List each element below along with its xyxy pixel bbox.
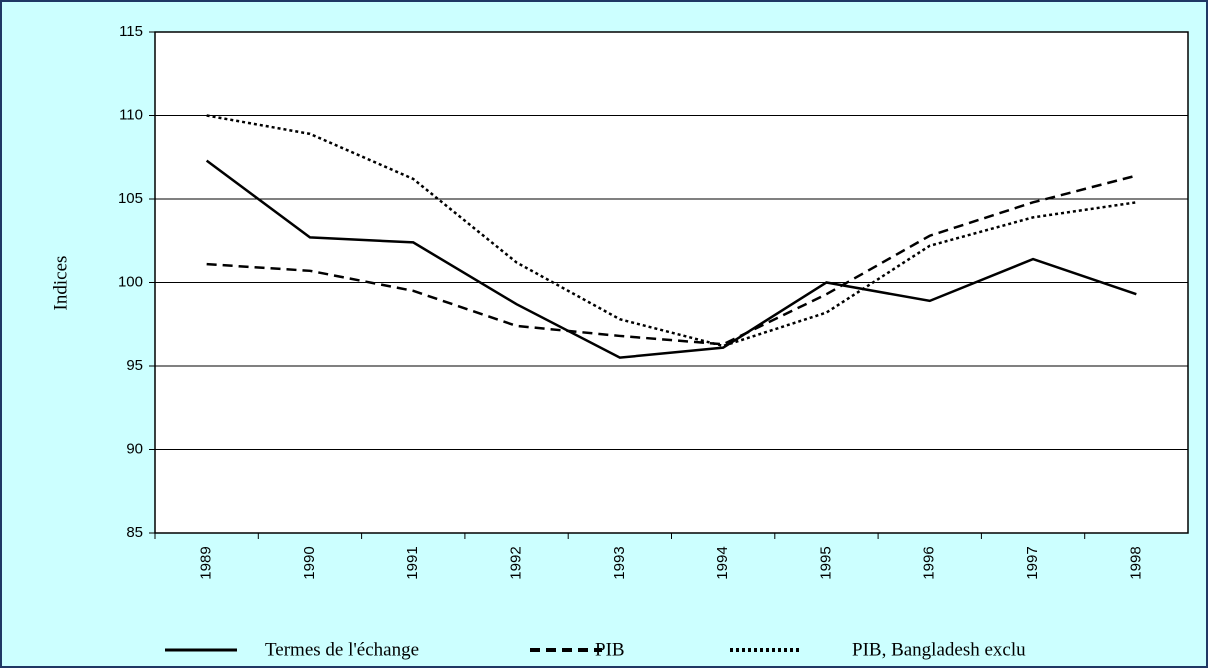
legend-label: PIB xyxy=(595,639,625,660)
x-tick-label: 1996 xyxy=(921,546,938,579)
series-line xyxy=(205,159,1137,359)
y-tick-label: 85 xyxy=(126,524,143,541)
x-tick-label: 1989 xyxy=(198,546,215,579)
series-line xyxy=(206,174,1137,346)
x-tick-label: 1992 xyxy=(508,546,525,579)
legend-label: Termes de l'échange xyxy=(265,639,419,660)
y-axis-label: Indices xyxy=(50,256,71,311)
x-tick-label: 1997 xyxy=(1024,546,1041,579)
x-tick-label: 1994 xyxy=(714,546,731,579)
legend-label: PIB, Bangladesh exclu xyxy=(852,639,1026,660)
x-tick-label: 1993 xyxy=(611,546,628,579)
y-tick-label: 115 xyxy=(119,23,143,40)
x-tick-label: 1995 xyxy=(817,546,834,579)
x-tick-label: 1998 xyxy=(1127,546,1144,579)
y-tick-label: 110 xyxy=(119,106,143,123)
series-line xyxy=(206,114,1137,348)
y-tick-label: 105 xyxy=(118,190,143,207)
y-tick-label: 95 xyxy=(126,357,143,374)
x-tick-label: 1990 xyxy=(301,546,318,579)
x-tick-label: 1991 xyxy=(404,546,421,579)
y-tick-label: 90 xyxy=(126,440,143,457)
y-tick-label: 100 xyxy=(118,273,143,290)
